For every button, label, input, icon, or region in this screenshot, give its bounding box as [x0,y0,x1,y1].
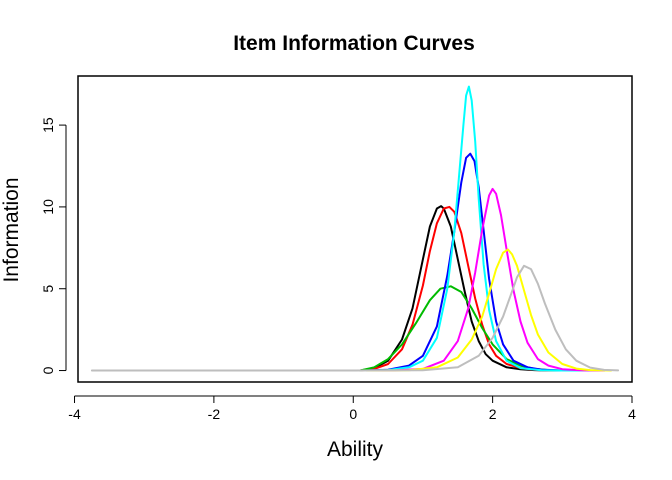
x-tick-label: 2 [489,406,497,422]
x-tick-label: 4 [628,406,636,422]
y-axis: 0 5 10 15 [40,117,67,374]
series-line-2 [359,205,599,372]
y-tick-label: 15 [40,117,56,133]
x-axis: -4 -2 0 2 4 [68,395,636,422]
series-line-6 [366,187,606,372]
series-line-7 [366,248,613,372]
y-tick-label: 0 [40,366,56,374]
series-line-1 [359,205,599,372]
x-tick-label: -2 [208,406,221,422]
curve-group [90,85,620,372]
plot-box [77,75,633,383]
x-axis-label: Ability [327,438,384,461]
series-line-5 [366,85,606,372]
y-axis-label: Information [0,177,23,282]
y-tick-label: 5 [40,285,56,293]
x-tick-label: -4 [68,406,81,422]
x-tick-label: 0 [349,406,357,422]
y-tick-label: 10 [40,199,56,215]
series-line-3 [359,285,599,372]
series-line-8 [90,264,620,372]
chart-title: Item Information Curves [233,32,475,55]
